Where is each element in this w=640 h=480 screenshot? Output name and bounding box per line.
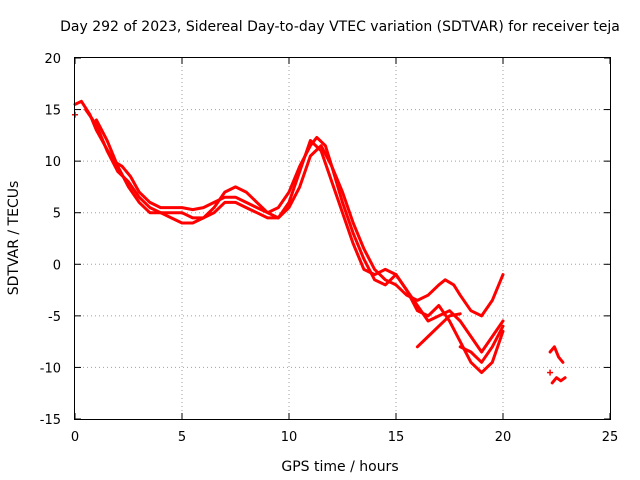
x-tick-label: 15: [388, 430, 405, 445]
series-track-d: [415, 312, 462, 349]
plot-frame: [74, 57, 611, 420]
data-series: [72, 99, 567, 385]
point-marker: [547, 369, 554, 376]
y-tick-label: -10: [40, 361, 61, 376]
series-cluster-22h-lower: [550, 376, 567, 385]
series-track-b: [84, 108, 505, 354]
y-tick-label: -5: [48, 310, 61, 325]
y-tick-label: 10: [44, 155, 61, 170]
x-tick-label: 0: [71, 430, 79, 445]
y-tick-label: -15: [40, 413, 61, 428]
y-tick-label: 20: [44, 52, 61, 67]
y-tick-label: 5: [53, 207, 61, 222]
x-axis-label: GPS time / hours: [281, 459, 398, 475]
series-track-a: [73, 99, 505, 318]
y-axis-label: SDTVAR / TECUs: [6, 181, 22, 296]
x-tick-label: 20: [495, 430, 512, 445]
x-tick-label: 5: [178, 430, 186, 445]
y-tick-label: 15: [44, 104, 61, 119]
series-track-e: [458, 324, 505, 364]
series-track-c: [94, 118, 505, 375]
x-tick-label: 10: [281, 430, 298, 445]
grid-lines: [75, 58, 610, 419]
x-tick-label: 25: [602, 430, 619, 445]
y-tick-label: 0: [53, 258, 61, 273]
axis-ticks: 0 5 10 15 20 25 -15 -10 -5 0 5 10 15 20: [40, 52, 619, 445]
chart-title: Day 292 of 2023, Sidereal Day-to-day VTE…: [60, 19, 620, 35]
series-cluster-22h-upper: [548, 345, 565, 364]
